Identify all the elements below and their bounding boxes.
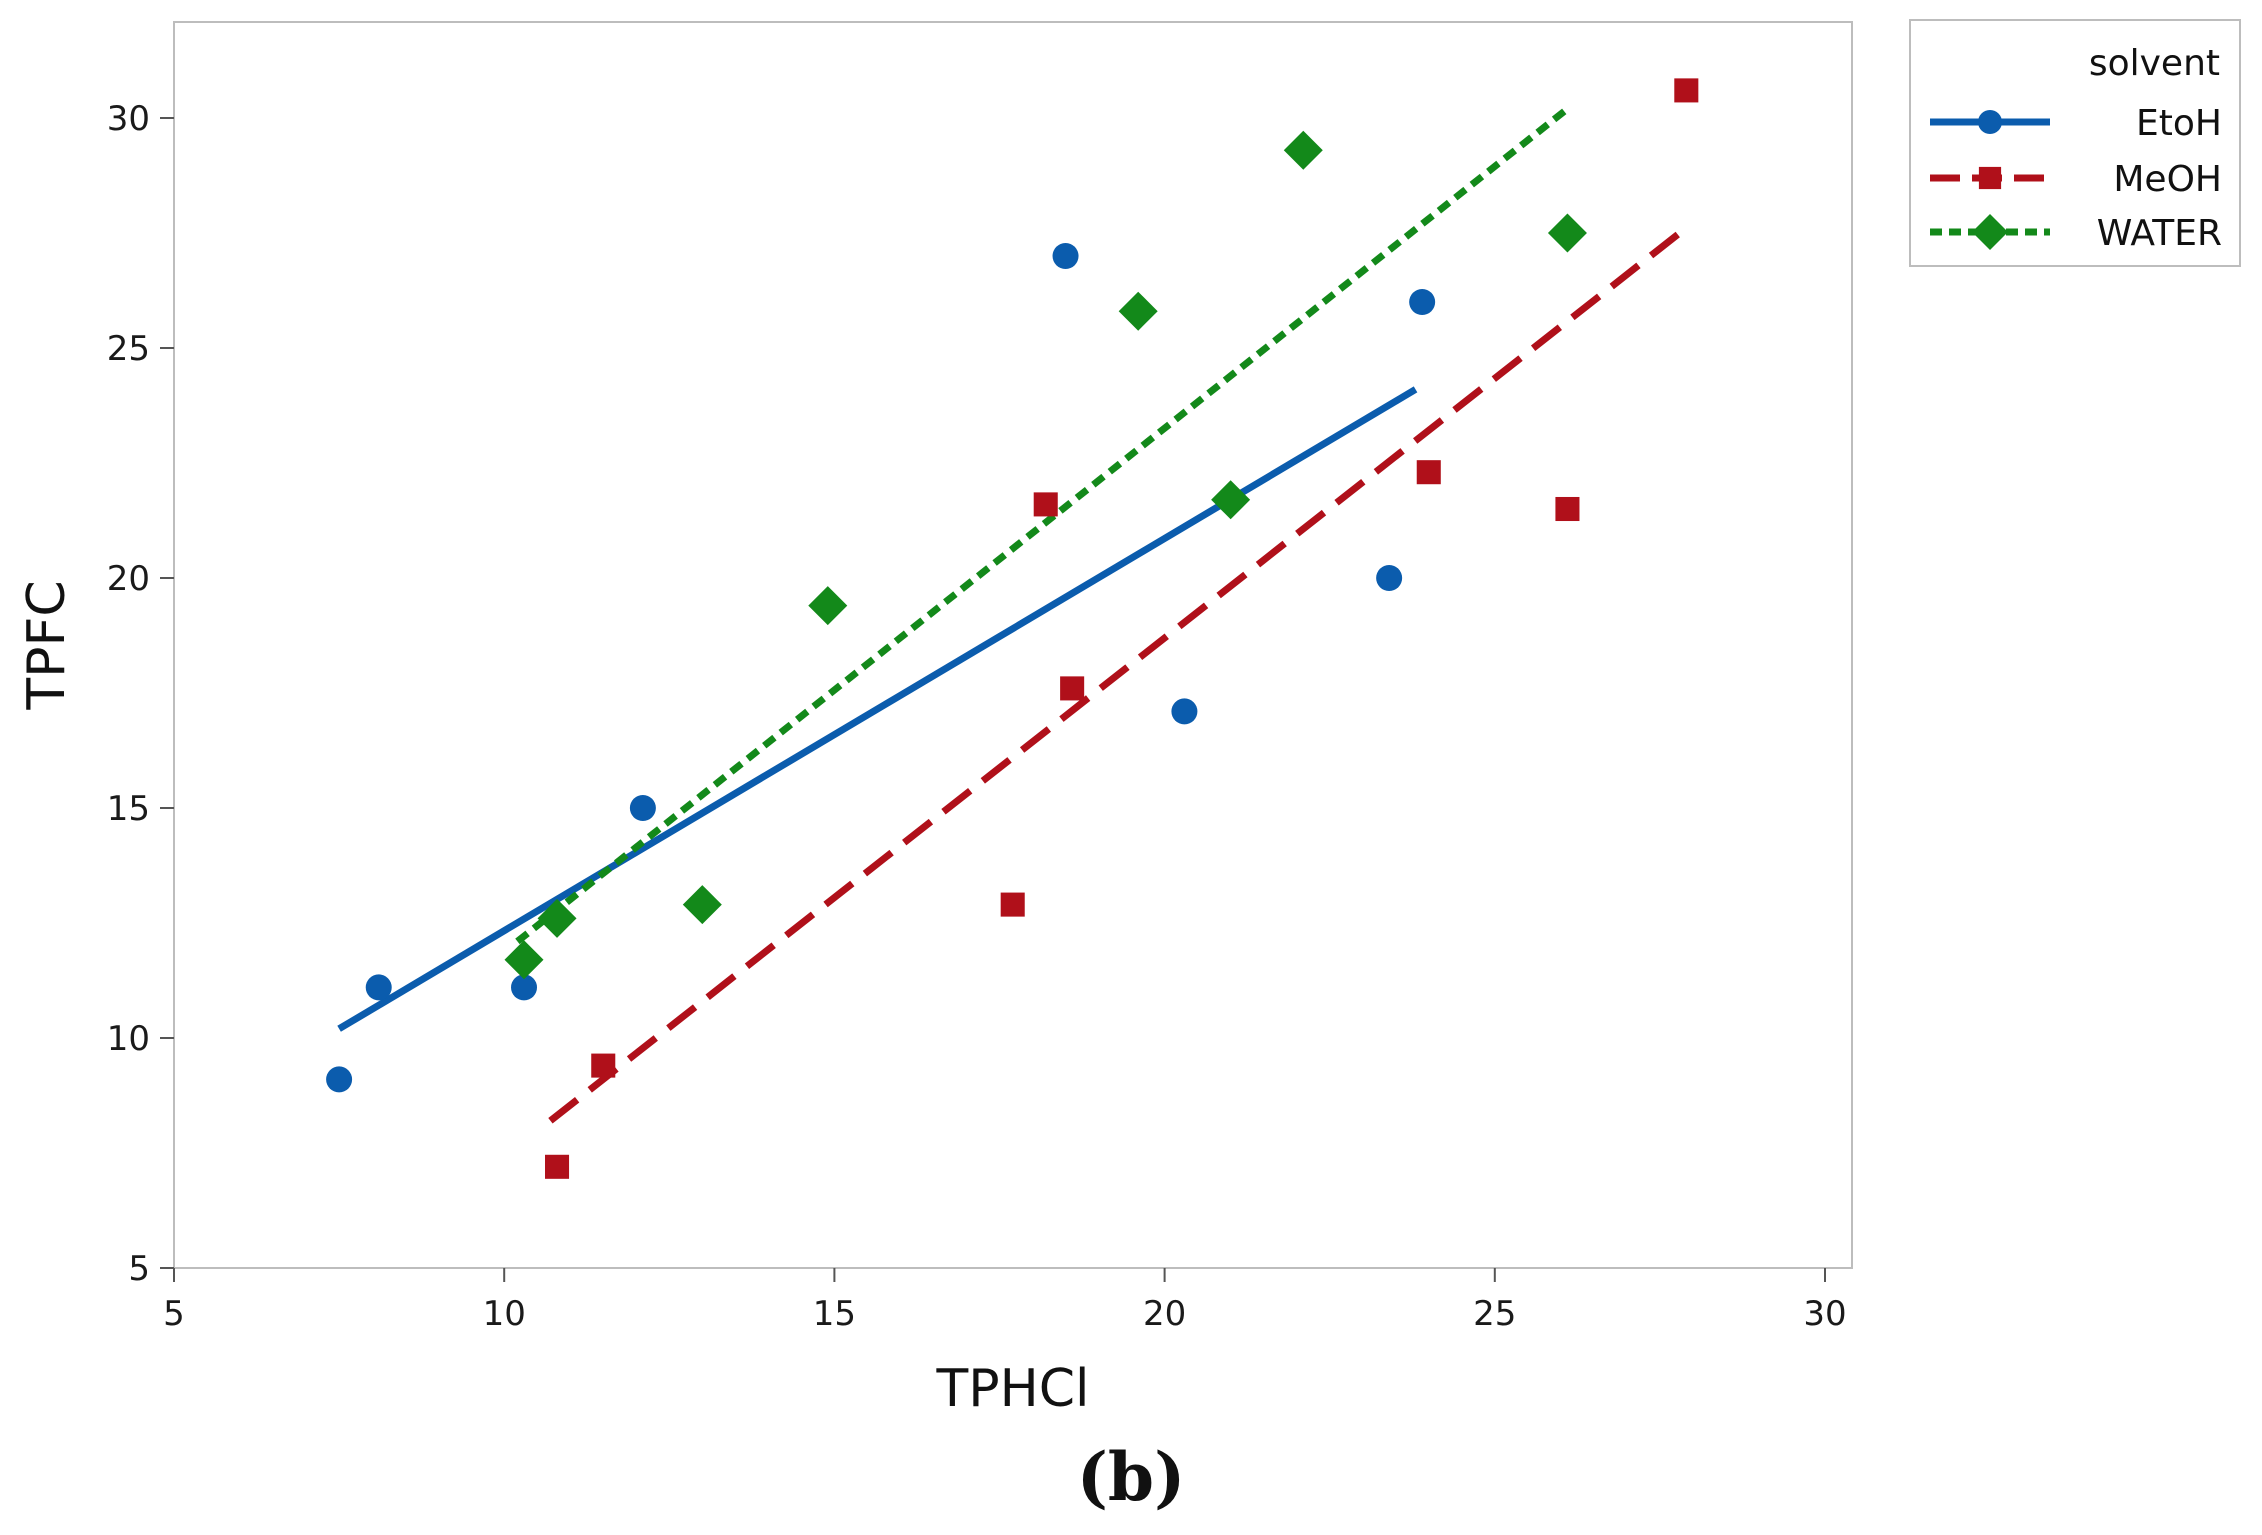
point-meoh [1416, 460, 1441, 485]
point-etoh [1052, 243, 1079, 269]
x-tick-label: 10 [483, 1294, 526, 1334]
x-tick-label: 5 [163, 1294, 185, 1334]
x-tick-label: 25 [1473, 1294, 1516, 1334]
legend-title: solvent [2089, 43, 2220, 84]
legend-marker-meoh [1978, 166, 2002, 190]
point-water [682, 885, 722, 925]
y-axis-title: TPFC [17, 580, 77, 710]
point-water [1547, 213, 1587, 253]
x-tick-label: 30 [1803, 1294, 1846, 1334]
point-meoh [1000, 892, 1025, 917]
y-tick-label: 5 [128, 1249, 150, 1289]
fit-line-meoh [548, 230, 1682, 1124]
legend: solvent EtoH MeOH WATER [1909, 19, 2241, 267]
legend-marker-water [1972, 214, 2008, 250]
point-meoh [591, 1053, 616, 1078]
legend-box [1909, 19, 2241, 267]
point-etoh [365, 974, 392, 1001]
legend-label-etoh: EtoH [2136, 103, 2222, 144]
point-water [1211, 480, 1251, 520]
x-axis-title: TPHCl [936, 1359, 1090, 1419]
point-water [504, 940, 544, 980]
point-etoh [629, 795, 656, 821]
y-tick-label: 30 [107, 99, 150, 139]
point-water [1118, 291, 1158, 331]
y-tick-label: 25 [107, 329, 150, 369]
point-meoh [545, 1154, 570, 1179]
point-water [808, 586, 848, 626]
point-etoh [511, 974, 538, 1001]
figure-caption: (b) [1077, 1438, 1186, 1516]
axes: 5 10 15 20 25 30 5 10 15 20 25 30 [107, 99, 1847, 1334]
data-points [326, 78, 1699, 1179]
y-tick-label: 10 [107, 1019, 150, 1059]
legend-entry-etoh: EtoH [1930, 103, 2222, 144]
point-etoh [1171, 698, 1198, 725]
point-meoh [1674, 78, 1699, 103]
x-tick-label: 15 [813, 1294, 856, 1334]
point-meoh [1033, 492, 1058, 517]
x-tick-label: 20 [1143, 1294, 1186, 1334]
point-etoh [1376, 565, 1403, 591]
point-meoh [1060, 676, 1085, 701]
legend-entry-meoh: MeOH [1930, 159, 2222, 200]
y-tick-label: 15 [107, 789, 150, 829]
legend-entry-water: WATER [1930, 213, 2222, 254]
point-etoh [1409, 289, 1436, 315]
legend-label-water: WATER [2097, 213, 2222, 254]
point-meoh [1555, 496, 1580, 522]
fit-line-water [515, 106, 1570, 945]
legend-marker-etoh [1978, 110, 2002, 134]
point-etoh [326, 1066, 353, 1093]
point-water [537, 898, 577, 938]
plot-area-frame [173, 21, 1853, 1269]
legend-label-meoh: MeOH [2113, 159, 2222, 200]
y-tick-label: 20 [107, 559, 150, 599]
point-water [1283, 130, 1323, 170]
